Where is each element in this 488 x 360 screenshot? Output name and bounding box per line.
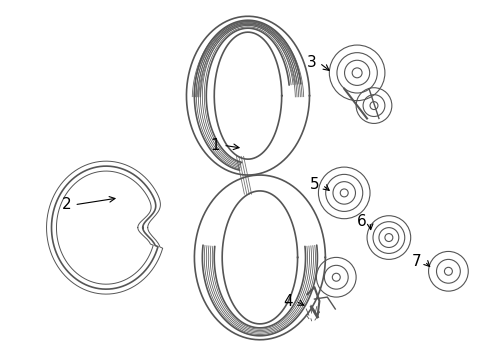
Text: 5: 5 [309,177,319,193]
Text: 4: 4 [282,293,292,309]
Text: 7: 7 [411,254,421,269]
Text: 3: 3 [306,55,316,71]
Text: 6: 6 [356,214,366,229]
Text: 2: 2 [61,197,71,212]
Text: 1: 1 [210,138,220,153]
